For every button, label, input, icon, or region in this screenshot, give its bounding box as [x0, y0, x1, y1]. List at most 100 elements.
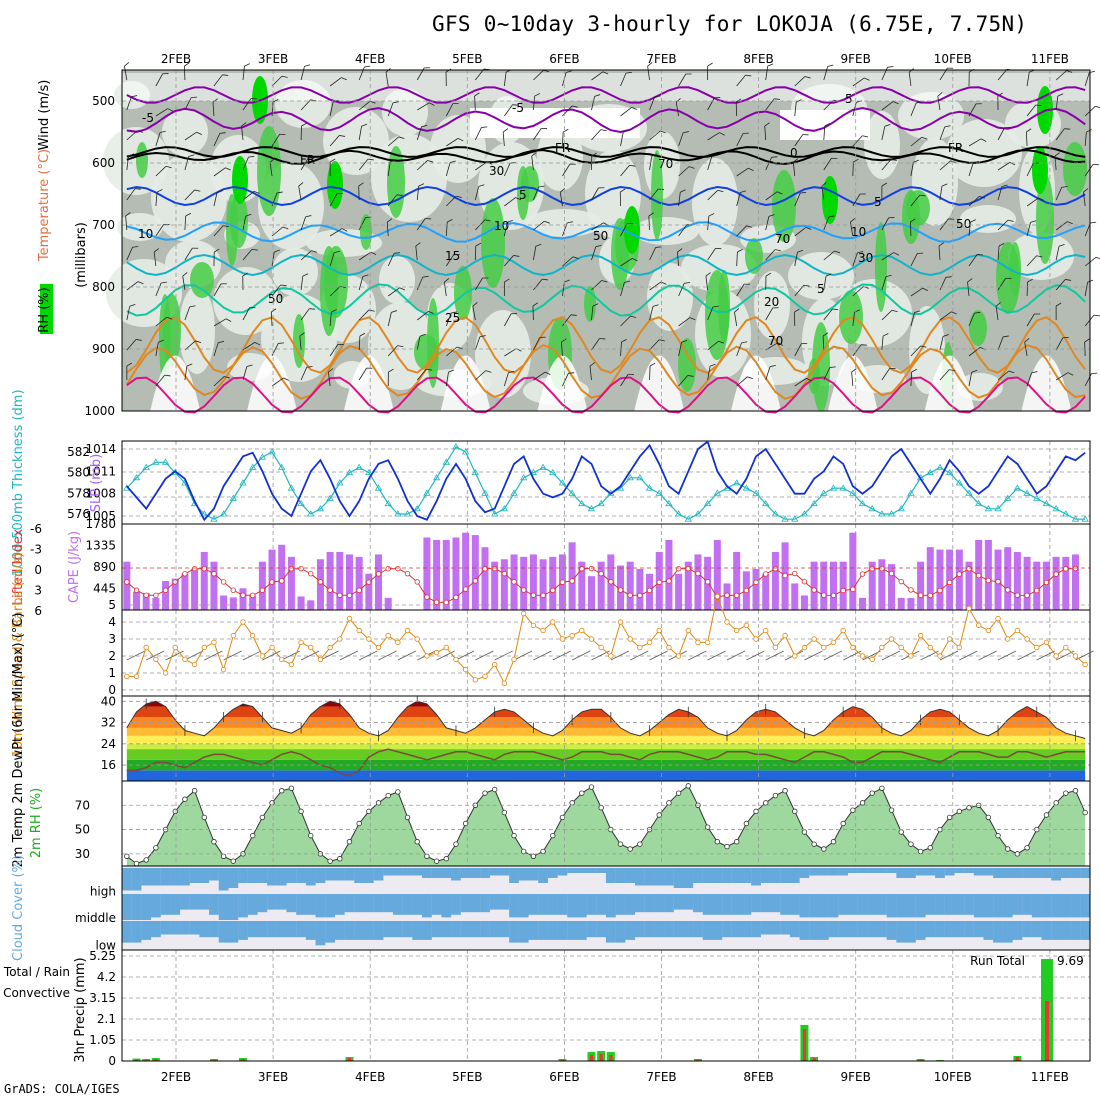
isotherm-line [126, 149, 1086, 165]
wind-barb-flag [478, 184, 485, 187]
wind10m-line-point [298, 639, 304, 646]
wind-barb [562, 372, 575, 387]
wind-barb-staff [358, 158, 369, 171]
thickness-line-point [461, 448, 470, 455]
cloud-bar-high [1022, 868, 1032, 878]
wind-barb-flag [538, 185, 545, 188]
wind-barb-staff [270, 311, 273, 327]
wind10m-line-point [230, 632, 237, 639]
cape-bar [1033, 561, 1041, 610]
wind-barb-flag [831, 157, 838, 159]
wind10m-barb [997, 650, 1017, 661]
thickness-line-point [578, 499, 586, 507]
wind-barb-flag [834, 250, 841, 254]
wind-barb-flag [153, 248, 160, 253]
wind-barb-staff [387, 162, 391, 177]
wind-barb-staff [329, 102, 334, 117]
thickness-line-point [200, 510, 208, 517]
cloud-bar-high [1012, 868, 1023, 878]
cape-bar [520, 556, 528, 610]
precip-conv-bar [212, 1059, 216, 1061]
wind-barb-flag [805, 227, 812, 230]
wind-barb-staff [504, 104, 513, 117]
wind-barb-flag [882, 333, 889, 337]
rh-dry-plume [634, 355, 685, 411]
wind-barb [242, 364, 253, 381]
cloud-bar-middle [964, 894, 974, 915]
lifted-index-line-point [646, 587, 653, 594]
thickness-line-point [887, 510, 896, 517]
wind-barb [735, 98, 742, 117]
wind-barb-flag [475, 242, 482, 247]
wind-barb-flag [600, 129, 607, 132]
wind-barb-flag [888, 217, 895, 219]
wind-barb-staff [213, 74, 223, 87]
wind10m-line-point [443, 644, 449, 651]
wind-barb-staff [852, 252, 858, 267]
wind-barb [939, 369, 956, 381]
cape-bar [210, 561, 218, 610]
wind-barb [736, 283, 750, 297]
thickness-line-point [945, 468, 954, 476]
cloud-bar-middle [489, 894, 500, 910]
rh2m-line-point [143, 857, 149, 863]
wind-barb-flag [652, 304, 659, 307]
wind-barb [678, 317, 696, 327]
wind-barb [182, 272, 188, 291]
wind-barb-flag [772, 307, 779, 309]
wind-barb-flag [688, 166, 695, 169]
wind-barb-staff [736, 342, 742, 357]
wind-barb [938, 242, 944, 261]
wind-barb [184, 305, 196, 321]
wind-barb [1026, 255, 1043, 267]
wind-barb [300, 157, 315, 171]
cloud-bar-high [702, 868, 713, 883]
wind-barb-staff [533, 69, 544, 81]
wind-barb-staff [765, 249, 776, 261]
thickness-line-point [965, 489, 973, 496]
wind-barb [271, 377, 289, 387]
pressure-tick: 600 [92, 156, 115, 170]
wind-barb [155, 223, 170, 237]
wind-barb-flag [457, 138, 464, 142]
wind-barb-flag [601, 280, 608, 283]
wind-barb-staff [968, 196, 980, 207]
wind10m-line-point [569, 632, 575, 639]
wind-barb-staff [213, 376, 225, 387]
cape-bar [800, 595, 808, 610]
wind-barb-flag [919, 194, 926, 197]
wind-barb [676, 248, 683, 267]
wind-barb [997, 126, 1011, 141]
wind-barb-flag [857, 251, 864, 254]
wind-barb [794, 308, 800, 327]
wind-barb-flag [450, 160, 456, 163]
cloud-bar-low [267, 921, 277, 938]
wind-barb [1026, 313, 1041, 327]
wind-barb-staff [649, 130, 661, 141]
wind-barb [358, 123, 368, 141]
wind10m-barb [630, 650, 649, 661]
cloud-bar-low [906, 921, 916, 943]
wind10m-line-point [220, 666, 227, 673]
wind-barb-flag [246, 364, 253, 367]
rh2m-tick: 50 [75, 823, 90, 837]
wind-barb-staff [445, 372, 449, 387]
rh-moist-region [651, 150, 663, 240]
wind-barb-staff [939, 369, 950, 381]
wind-barb-staff [736, 225, 747, 237]
wind-barb-staff [445, 254, 455, 267]
wind-barb-staff [445, 162, 451, 177]
wind-barb-staff [562, 373, 569, 387]
cloud-bar-middle [538, 894, 548, 915]
wind-barb-staff [968, 312, 975, 327]
cloud-level-label: high [90, 885, 116, 899]
cape-bar [287, 556, 295, 610]
cape-axis-label: CAPE (J/kg) [67, 531, 82, 603]
chart-title: GFS 0~10day 3-hourly for LOKOJA (6.75E, … [432, 12, 1028, 36]
wind-barb-flag [734, 308, 740, 313]
cloud-bar-high [451, 868, 461, 881]
lifted-index-line-point [695, 570, 701, 577]
wind-barb [881, 101, 899, 111]
wind-barb-staff [300, 250, 312, 261]
wind-barb-staff [823, 99, 834, 111]
